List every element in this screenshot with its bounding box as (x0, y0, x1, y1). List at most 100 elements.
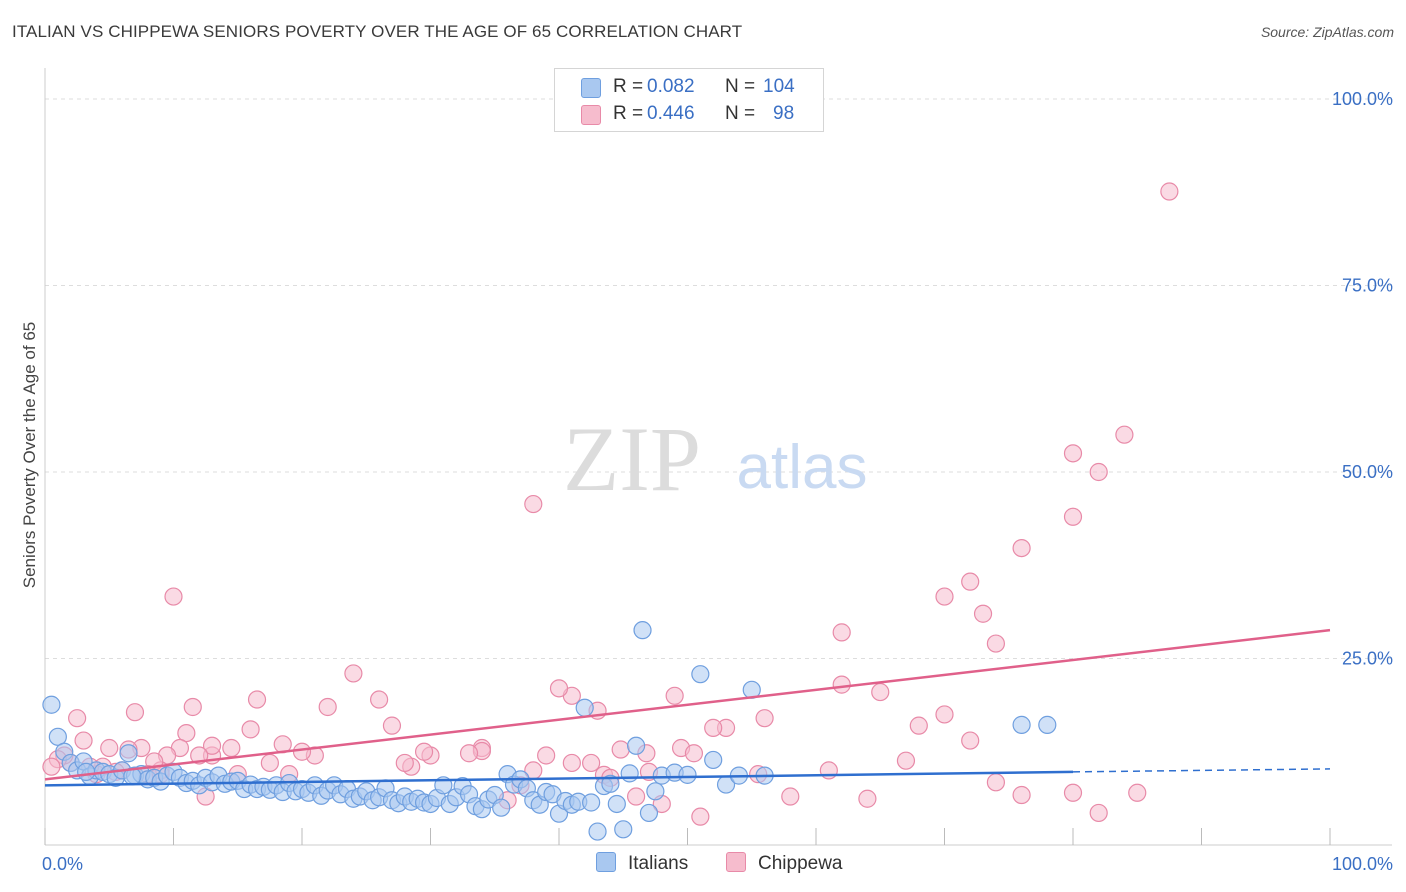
bottom-legend-chippewa: Chippewa (726, 852, 843, 875)
chippewa-point (691, 807, 710, 826)
italians-trend-line (44, 770, 1074, 787)
chippewa-point (832, 623, 851, 642)
chippewa-point (704, 718, 723, 737)
tick-labels: 25.0% 50.0% 75.0% 100.0% 0.0% 100.0% (42, 89, 1393, 874)
chippewa-point (1063, 783, 1083, 802)
axes (44, 68, 1392, 846)
chippewa-point (459, 744, 479, 763)
chippewa-point (395, 753, 414, 773)
watermark-atlas: atlas (737, 433, 868, 502)
chippewa-point (1160, 182, 1179, 201)
chippewa-point (896, 751, 916, 770)
italians-point (639, 803, 659, 823)
chippewa-point (1063, 507, 1083, 526)
chippewa-point (871, 682, 890, 702)
trend-lines (44, 628, 1331, 787)
y-axis-title: Seniors Poverty Over the Age of 65 (20, 321, 39, 589)
italians-point (678, 765, 697, 784)
legend-r-label: R = (613, 76, 644, 97)
chippewa-point (370, 690, 389, 709)
italians-point (119, 744, 138, 763)
chippewa-point (524, 494, 543, 514)
italians-point (691, 665, 710, 684)
chippewa-point (562, 753, 581, 773)
chippewa-point (247, 690, 267, 709)
italians-point (620, 764, 639, 783)
italians-point (1012, 715, 1031, 734)
chippewa-swatch (581, 105, 601, 125)
chippewa-point (1128, 783, 1147, 802)
chippewa-point (241, 720, 260, 739)
y-tick-label: 75.0% (1342, 276, 1393, 296)
chippewa-point (42, 757, 61, 776)
italians-swatch (581, 78, 601, 98)
italians-point (633, 621, 652, 640)
italians-point (492, 798, 511, 817)
legend-r-value: 0.082 (647, 76, 695, 97)
chippewa-point (1012, 538, 1031, 558)
legend-n-value: 98 (773, 103, 795, 124)
italians-point (704, 750, 723, 770)
italians-point (42, 695, 61, 714)
italians-point (646, 782, 665, 801)
italians-point (77, 762, 96, 781)
chippewa-point (382, 716, 402, 735)
watermark-zip: ZIP (563, 408, 701, 510)
bottom-legend-italians: Italians (596, 852, 688, 875)
chippewa-point (973, 604, 993, 623)
italians-trend-extension (1072, 768, 1331, 773)
chippewa-point (755, 709, 774, 728)
legend-n-value: 104 (763, 76, 795, 97)
legend-r-label: R = (613, 103, 644, 124)
chippewa-point (781, 787, 800, 806)
chippewa-point (665, 686, 684, 705)
chippewa-point (125, 703, 145, 722)
chippewa-point (164, 587, 183, 606)
chippewa-point (935, 705, 954, 724)
italians-swatch (596, 852, 616, 872)
italians-point (575, 698, 594, 717)
legend-row-italians: R = 0.082 N = 104 (555, 74, 823, 100)
chippewa-point (582, 753, 601, 773)
chippewa-point (684, 744, 704, 763)
chippewa-point (626, 787, 646, 806)
y-tick-label: 100.0% (1332, 89, 1393, 109)
chippewa-point (1012, 785, 1031, 805)
chippewa-point (986, 634, 1006, 653)
chippewa-point (222, 738, 241, 758)
chippewa-point (1089, 803, 1108, 823)
legend-row-chippewa: R = 0.446 N = 98 (555, 101, 823, 127)
chippewa-point (832, 675, 851, 694)
legend-n-label: N = (725, 76, 756, 97)
chippewa-point (961, 731, 980, 750)
watermark: ZIP atlas (563, 408, 867, 510)
italians-point (588, 822, 607, 841)
italians-point (1038, 715, 1057, 734)
chippewa-point (961, 572, 980, 591)
chippewa-swatch (726, 852, 746, 872)
chippewa-point (344, 664, 363, 683)
chippewa-point (260, 753, 279, 773)
x-tick-label: 100.0% (1332, 854, 1393, 874)
italians-point (614, 820, 633, 839)
chippewa-point (68, 709, 87, 728)
chippewa-point (292, 742, 312, 761)
chippewa-trend-line (44, 628, 1331, 781)
source-label: Source: ZipAtlas.com (1260, 24, 1394, 40)
legend-n-label: N = (725, 103, 756, 124)
chippewa-point (549, 679, 569, 698)
chippewa-point (935, 587, 954, 606)
chippewa-point (100, 738, 119, 758)
italians-point (582, 793, 601, 812)
chippewa-point (414, 742, 434, 761)
grid-lines (45, 98, 1392, 659)
x-tick-label: 0.0% (42, 854, 83, 874)
italians-point (601, 774, 620, 793)
chippewa-point (318, 697, 337, 717)
y-tick-label: 50.0% (1342, 462, 1393, 482)
chippewa-point (1089, 462, 1108, 482)
y-tick-label: 25.0% (1342, 649, 1393, 669)
legend-r-value: 0.446 (647, 103, 695, 124)
italians-point (626, 736, 646, 755)
